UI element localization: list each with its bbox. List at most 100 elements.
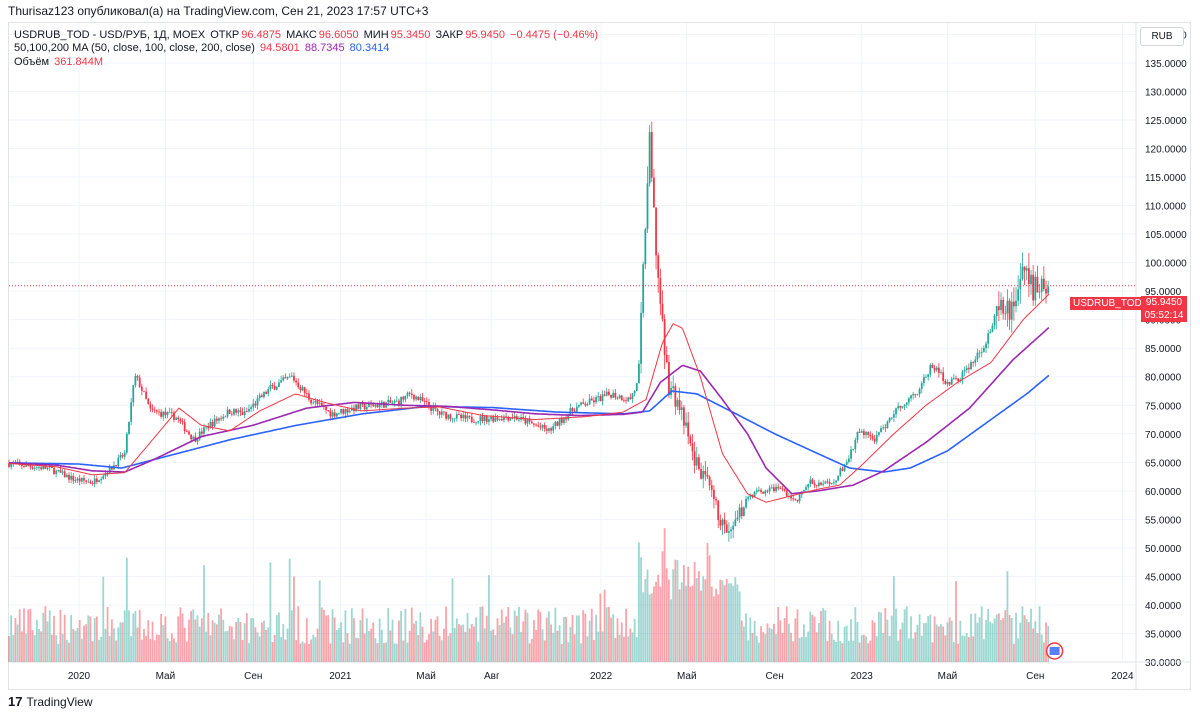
volume-bar: [40, 631, 43, 662]
volume-bar: [749, 617, 752, 662]
candle-body: [965, 367, 968, 371]
candle-body: [479, 416, 482, 422]
candle-body: [428, 402, 430, 407]
volume-bar: [428, 633, 430, 662]
volume-bar: [620, 622, 623, 662]
candle-body: [989, 331, 992, 334]
candle-body: [539, 426, 542, 428]
volume-bar: [228, 625, 231, 662]
candle-body: [385, 402, 387, 408]
candle-body: [230, 413, 233, 415]
candle-body: [605, 391, 608, 396]
volume-bar: [935, 624, 938, 662]
candle-body: [248, 408, 250, 412]
candle-body: [173, 412, 175, 420]
volume-bar: [820, 610, 822, 662]
candle-body: [509, 417, 512, 421]
volume-bar: [691, 585, 694, 662]
chart-frame[interactable]: [8, 22, 1191, 690]
candle-body: [608, 391, 610, 395]
candle-body: [402, 396, 405, 400]
volume-bar: [965, 632, 968, 662]
candle-body: [723, 519, 726, 525]
y-tick-label: 70.0000: [1145, 430, 1182, 441]
volume-bar: [590, 608, 593, 662]
candle-body: [1023, 266, 1026, 271]
candle-body: [149, 404, 152, 409]
volume-bar: [250, 618, 253, 662]
volume-bar: [588, 620, 591, 662]
ma200-line: [9, 374, 1050, 473]
candle-body: [586, 404, 589, 406]
volume-bar: [295, 640, 298, 662]
volume-bar: [997, 613, 1000, 662]
volume-bar: [995, 614, 998, 662]
volume-bar: [299, 643, 302, 662]
candle-body: [483, 415, 486, 422]
volume-bar: [974, 613, 977, 662]
volume-bar: [918, 614, 921, 662]
candle-body: [734, 519, 737, 526]
volume-bar: [410, 607, 413, 662]
volume-bar: [563, 617, 565, 662]
candle-body: [762, 491, 765, 494]
candle-body: [406, 392, 409, 396]
volume-bar: [867, 643, 870, 662]
volume-bar: [500, 609, 503, 662]
ohlc-legend: USDRUB_TOD - USD/РУБ, 1Д, MOEX ОТКР 96.48…: [14, 29, 600, 42]
volume-bar: [648, 594, 651, 662]
volume-bar: [1017, 638, 1020, 662]
volume-bar: [113, 628, 115, 662]
candle-body: [745, 498, 747, 508]
candle-body: [582, 402, 585, 404]
candle-body: [659, 277, 662, 304]
volume-bar: [243, 623, 246, 662]
candle-body: [387, 399, 390, 403]
currency-button[interactable]: RUB: [1140, 27, 1184, 46]
volume-bar: [710, 586, 713, 662]
volume-bar: [890, 615, 893, 662]
volume-bar: [115, 640, 118, 662]
volume-bar: [584, 613, 587, 662]
volume-bar: [507, 607, 510, 662]
candle-body: [260, 395, 263, 398]
candle-body: [1032, 274, 1035, 301]
volume-bar: [790, 632, 792, 662]
candle-body: [967, 367, 970, 370]
candle-body: [338, 412, 340, 414]
volume-bar: [646, 569, 649, 662]
volume-bar: [53, 615, 55, 662]
volume-bar: [798, 637, 801, 662]
candle-body: [449, 414, 452, 419]
volume-bar: [320, 607, 323, 662]
candle-body: [1042, 278, 1045, 289]
candle-body: [318, 402, 321, 404]
volume-bar: [443, 628, 445, 662]
footer: 17 TradingView: [8, 693, 93, 711]
candle-body: [485, 415, 488, 422]
volume-bar: [830, 633, 833, 662]
candle-body: [802, 490, 805, 492]
volume-bar: [490, 630, 492, 662]
open-label: ОТКР: [210, 29, 240, 41]
candle-body: [119, 455, 122, 458]
volume-bar: [445, 606, 447, 662]
volume-bar: [106, 606, 109, 662]
candle-body: [676, 400, 679, 407]
candle-body: [614, 392, 617, 398]
volume-bar: [258, 636, 261, 662]
volume-bar: [967, 637, 970, 662]
volume-bar: [498, 625, 501, 662]
candle-body: [693, 451, 696, 466]
volume-bar: [265, 629, 268, 662]
y-tick-label: 80.0000: [1145, 373, 1182, 384]
volume-bar: [526, 612, 529, 662]
volume-bar: [432, 631, 435, 662]
volume-bar: [509, 627, 512, 662]
volume-bar: [1002, 618, 1005, 662]
volume-bar: [854, 607, 857, 662]
candle-body: [927, 374, 930, 377]
candle-body: [243, 411, 246, 415]
candle-body: [922, 377, 925, 384]
